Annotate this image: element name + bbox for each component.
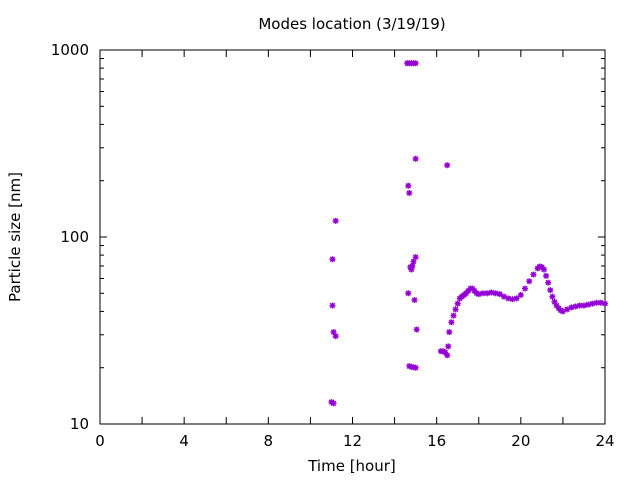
- data-point: [526, 278, 533, 285]
- data-point: [496, 291, 503, 298]
- plot-frame: [99, 49, 606, 425]
- data-point: [479, 290, 486, 297]
- x-tick-label: 8: [264, 432, 274, 450]
- x-tick-label: 24: [595, 432, 614, 450]
- data-point: [517, 291, 524, 298]
- data-point: [329, 302, 336, 309]
- data-point: [602, 300, 608, 307]
- data-point: [448, 319, 455, 326]
- y-tick-label: 100: [60, 228, 89, 246]
- data-point: [444, 352, 451, 359]
- data-point: [412, 60, 419, 67]
- data-point: [576, 302, 583, 309]
- data-point: [405, 290, 412, 297]
- x-tick-label: 16: [427, 432, 446, 450]
- data-point: [450, 312, 457, 319]
- data-point: [412, 155, 419, 162]
- data-point: [549, 293, 556, 300]
- data-point: [412, 254, 419, 261]
- chart-title: Modes location (3/19/19): [258, 15, 445, 33]
- data-point: [406, 189, 413, 196]
- x-tick-label: 20: [511, 432, 530, 450]
- y-tick-label: 10: [70, 415, 89, 433]
- data-point: [452, 306, 459, 313]
- x-tick-label: 4: [179, 432, 189, 450]
- data-point: [540, 266, 547, 273]
- y-axis-ticks: 10 100 1000: [51, 41, 605, 433]
- data-points: [328, 60, 608, 407]
- data-point: [547, 287, 554, 294]
- data-point: [445, 343, 452, 350]
- data-point: [545, 279, 552, 286]
- data-point: [332, 333, 339, 340]
- data-point: [330, 400, 337, 407]
- y-axis-label: Particle size [nm]: [6, 172, 24, 302]
- data-point: [513, 295, 520, 302]
- data-point: [405, 182, 412, 189]
- data-point: [509, 296, 516, 303]
- y-tick-label: 1000: [51, 41, 89, 59]
- data-point: [530, 271, 537, 278]
- data-point: [413, 326, 420, 333]
- x-axis-ticks: 0 4 8 12 16 20 24: [95, 50, 615, 450]
- x-tick-label: 12: [343, 432, 362, 450]
- data-point: [409, 262, 416, 269]
- data-point: [492, 290, 499, 297]
- data-point: [332, 217, 339, 224]
- data-point: [411, 297, 418, 304]
- x-axis-label: Time [hour]: [307, 457, 396, 475]
- data-point: [454, 300, 461, 307]
- data-point: [412, 364, 419, 371]
- data-point: [446, 329, 453, 336]
- data-point: [444, 162, 451, 169]
- data-point: [329, 256, 336, 263]
- x-tick-label: 0: [95, 432, 105, 450]
- data-point: [522, 285, 529, 292]
- data-point: [442, 349, 449, 356]
- data-point: [543, 272, 550, 279]
